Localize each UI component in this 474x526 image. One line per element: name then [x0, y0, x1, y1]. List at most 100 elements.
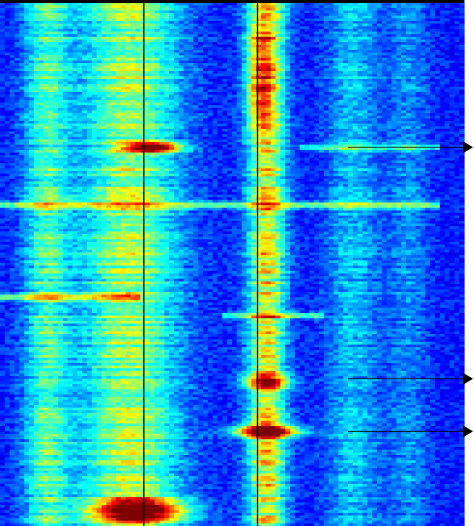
heat-cell	[188, 5, 194, 9]
heat-cell	[33, 10, 40, 14]
heat-cell	[9, 28, 16, 33]
heat-cell	[304, 36, 310, 41]
heat-cell	[338, 42, 344, 46]
heat-cell	[120, 57, 127, 62]
heat-cell	[314, 44, 320, 48]
heat-cell	[285, 36, 291, 41]
heat-cell	[169, 44, 175, 48]
heat-cell	[290, 36, 296, 41]
heat-cell	[72, 26, 78, 30]
heat-cell	[198, 2, 204, 6]
heat-cell	[106, 31, 112, 35]
heat-cell	[280, 15, 286, 20]
heat-cell	[87, 42, 93, 46]
heat-cell	[280, 36, 286, 41]
heat-cell	[198, 21, 204, 25]
heat-cell	[4, 39, 11, 43]
heat-cell	[280, 47, 286, 51]
heat-cell	[381, 5, 388, 9]
heat-cell	[33, 18, 40, 22]
heat-cell	[212, 39, 219, 43]
heat-cell	[19, 42, 25, 46]
heat-cell	[82, 5, 88, 9]
heat-cell	[188, 13, 194, 17]
heat-cell	[72, 31, 78, 35]
heat-cell	[454, 36, 460, 41]
heat-cell	[333, 15, 339, 20]
heat-cell	[203, 2, 209, 6]
heat-cell	[319, 7, 325, 12]
heat-cell	[430, 10, 436, 14]
heat-cell	[87, 60, 93, 64]
heat-cell	[207, 42, 214, 46]
heat-cell	[178, 42, 185, 46]
heat-cell	[420, 49, 426, 54]
heat-cell	[125, 63, 132, 67]
heat-cell	[53, 60, 59, 64]
heat-cell	[140, 18, 146, 22]
heat-cell	[159, 26, 165, 30]
heat-cell	[352, 44, 359, 48]
heat-cell	[309, 5, 315, 9]
heat-cell	[367, 13, 373, 17]
heat-cell	[246, 13, 252, 17]
heat-cell	[91, 5, 98, 9]
heat-cell	[14, 57, 20, 62]
heat-cell	[67, 23, 74, 27]
heat-cell	[270, 23, 277, 27]
heat-cell	[24, 15, 30, 20]
heat-cell	[333, 49, 339, 54]
heat-cell	[391, 31, 397, 35]
heat-cell	[169, 13, 175, 17]
heat-cell	[135, 5, 141, 9]
heat-cell	[154, 2, 161, 6]
heat-cell	[19, 47, 25, 51]
heat-cell	[9, 52, 16, 56]
heat-cell	[19, 55, 25, 59]
heat-cell	[174, 2, 180, 6]
heat-cell	[377, 18, 383, 22]
heat-cell	[38, 5, 45, 9]
heat-cell	[14, 47, 20, 51]
heat-cell	[106, 63, 112, 67]
heat-cell	[116, 68, 122, 72]
heat-cell	[357, 10, 364, 14]
heat-cell	[125, 36, 132, 41]
heat-cell	[87, 31, 93, 35]
heat-cell	[357, 21, 364, 25]
heat-cell	[357, 39, 364, 43]
heat-cell	[145, 26, 151, 30]
heat-cell	[111, 44, 117, 48]
heat-cell	[275, 5, 281, 9]
heat-cell	[275, 55, 281, 59]
heat-cell	[396, 47, 402, 51]
heat-cell	[67, 34, 74, 38]
heat-cell	[309, 63, 315, 67]
heat-cell	[381, 28, 388, 33]
heat-cell	[72, 63, 78, 67]
heat-cell	[232, 7, 238, 12]
heat-cell	[183, 36, 190, 41]
heat-cell	[236, 68, 243, 72]
heat-cell	[130, 31, 136, 35]
heat-cell	[9, 44, 16, 48]
heat-cell	[82, 55, 88, 59]
heat-cell	[444, 55, 451, 59]
heat-cell	[251, 23, 257, 27]
heat-cell	[4, 23, 11, 27]
heat-cell	[130, 68, 136, 72]
heat-cell	[372, 21, 378, 25]
heat-cell	[4, 47, 11, 51]
heat-cell	[444, 34, 451, 38]
heat-cell	[256, 49, 262, 54]
heat-cell	[381, 63, 388, 67]
heat-cell	[304, 28, 310, 33]
heat-cell	[58, 13, 64, 17]
heat-cell	[174, 26, 180, 30]
heat-cell	[454, 21, 460, 25]
heat-cell	[309, 47, 315, 51]
heat-cell	[367, 5, 373, 9]
heat-cell	[314, 65, 320, 69]
heat-cell	[352, 31, 359, 35]
heat-cell	[145, 47, 151, 51]
